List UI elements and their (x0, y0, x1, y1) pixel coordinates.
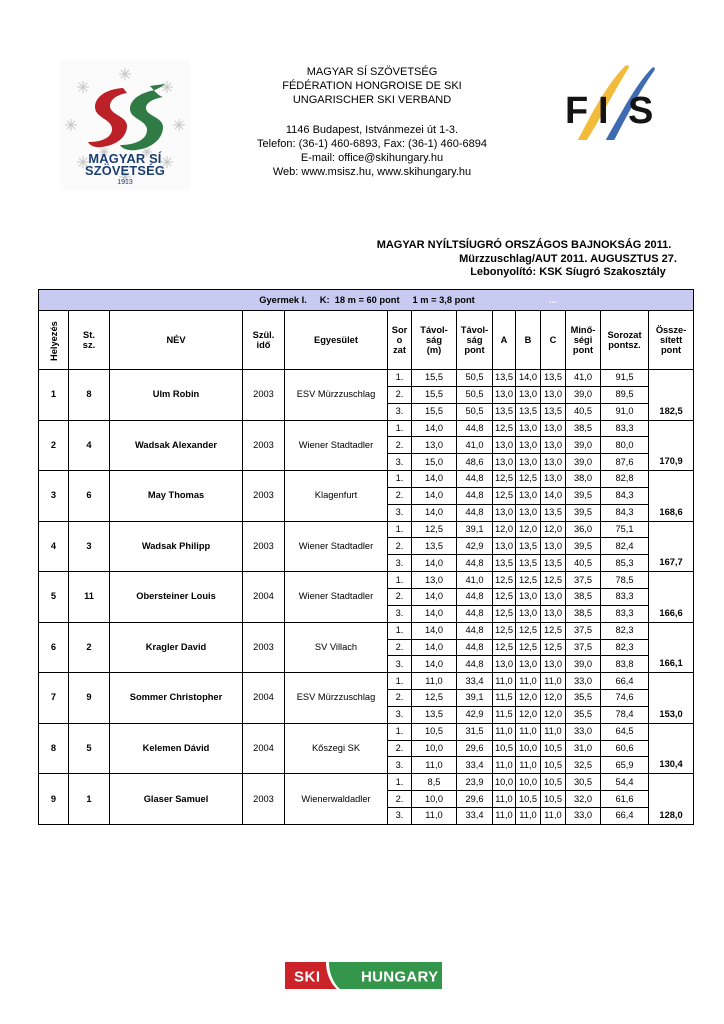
svg-text:S: S (628, 90, 653, 132)
svg-text:F: F (565, 90, 588, 132)
svg-text:SZÖVETSÉG: SZÖVETSÉG (85, 163, 165, 178)
svg-text:SKI: SKI (294, 969, 321, 986)
svg-text:I: I (598, 90, 609, 132)
svg-text:1913: 1913 (117, 179, 133, 186)
svg-text:HUNGARY: HUNGARY (361, 969, 438, 986)
